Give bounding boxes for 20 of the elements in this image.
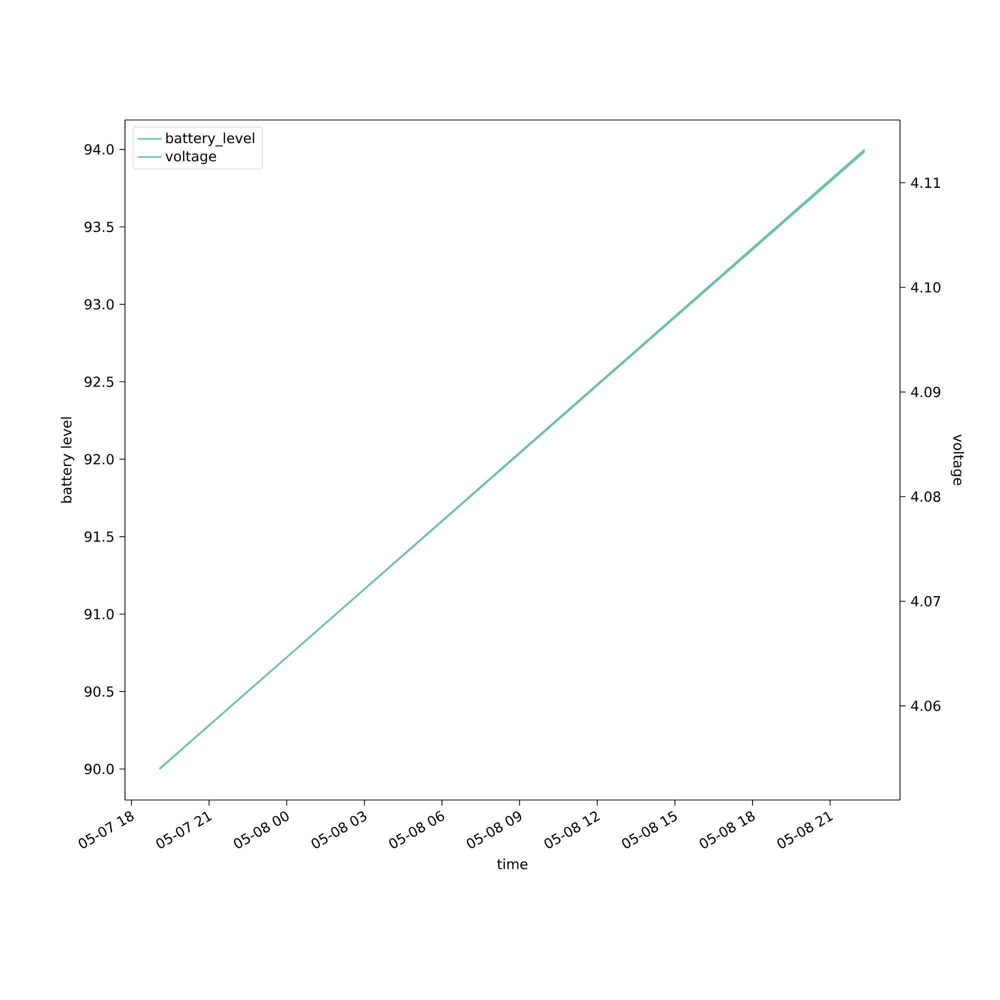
y-tick-label: 94.0 bbox=[84, 144, 114, 155]
y-axis-title: battery level bbox=[60, 417, 74, 503]
legend-label: voltage bbox=[166, 150, 216, 164]
y-tick-label: 93.5 bbox=[84, 222, 114, 232]
y-tick-label: 92.5 bbox=[84, 376, 114, 387]
y2-axis-title: voltage bbox=[950, 434, 964, 486]
y2-tick-label: 4.09 bbox=[911, 386, 940, 398]
y-tick-label: 90.0 bbox=[84, 764, 114, 774]
y-tick-label: 90.5 bbox=[84, 686, 114, 697]
y2-tick-label: 4.07 bbox=[911, 596, 940, 606]
y2-tick-label: 4.11 bbox=[911, 178, 940, 188]
y2-tick-label: 4.08 bbox=[911, 491, 940, 502]
y2-tick-label: 4.06 bbox=[911, 700, 940, 712]
y-tick-label: 93.0 bbox=[84, 299, 114, 310]
y-tick-label: 92.0 bbox=[84, 454, 114, 464]
y-tick-label: 91.5 bbox=[84, 531, 114, 542]
x-axis-title: time bbox=[497, 858, 528, 870]
y2-tick-label: 4.10 bbox=[911, 282, 940, 293]
y-tick-label: 91.0 bbox=[84, 608, 114, 620]
legend-label: battery_level bbox=[166, 132, 254, 146]
